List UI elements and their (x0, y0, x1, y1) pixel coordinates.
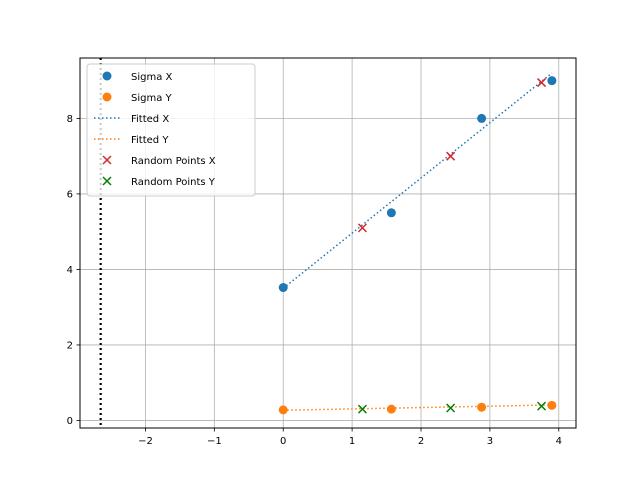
point-random-points-x (537, 78, 547, 88)
legend-handle-sigma-y (102, 92, 112, 102)
legend-handle-random-points-x (102, 155, 112, 165)
point-sigma-x (386, 208, 396, 218)
point-random-points-y-stroke (537, 401, 547, 411)
point-sigma-y (547, 400, 557, 410)
plot-frame (79, 57, 577, 429)
y-tick-label: 2 (67, 340, 73, 351)
point-random-points-x-stroke (537, 78, 547, 88)
legend-handle-random-points-y (102, 176, 112, 186)
point-sigma-x (278, 283, 288, 293)
point-sigma-y (386, 404, 396, 414)
legend-label: Random Points Y (131, 177, 216, 188)
legend-entry-fitted-y: Fitted Y (94, 135, 169, 146)
legend-label: Fitted X (131, 114, 169, 125)
legend-label: Fitted Y (131, 135, 169, 146)
x-tick-label: −1 (207, 436, 222, 447)
series-line-fitted-x (282, 72, 553, 289)
point-sigma-y (278, 405, 288, 415)
point-random-points-y-stroke (446, 403, 456, 413)
legend-label: Random Points X (131, 156, 216, 167)
grid (80, 58, 576, 428)
y-tick-label: 0 (67, 416, 73, 427)
x-tick-label: 4 (556, 436, 562, 447)
x-tick-label: 0 (280, 436, 286, 447)
legend-label: Sigma X (131, 72, 173, 83)
point-random-points-x (357, 223, 367, 233)
x-tick-label: 3 (487, 436, 493, 447)
legend-entry-random-points-x: Random Points X (102, 155, 216, 167)
legend-box (86, 63, 256, 197)
x-tick-label: 1 (349, 436, 355, 447)
series-points (278, 76, 557, 415)
legend-handle-random-points-x-stroke (102, 155, 112, 165)
legend-entry-random-points-y: Random Points Y (102, 176, 216, 188)
point-sigma-x (477, 113, 487, 123)
legend-label: Sigma Y (131, 93, 173, 104)
point-sigma-y (477, 402, 487, 412)
legend-entry-sigma-y: Sigma Y (102, 92, 173, 104)
point-random-points-y-stroke (357, 404, 367, 414)
legend-handle-sigma-x (102, 71, 112, 81)
y-tick-label: 4 (67, 265, 73, 276)
point-random-points-x (446, 151, 456, 161)
x-tick-label: −2 (138, 436, 153, 447)
point-random-points-x-stroke (446, 151, 456, 161)
legend-entry-fitted-x: Fitted X (94, 114, 169, 125)
x-axis: −2 −1 0 1 2 3 4 (138, 428, 562, 447)
point-random-points-y (537, 401, 547, 411)
y-tick-label: 8 (67, 114, 73, 125)
series-lines (282, 72, 553, 412)
y-tick-label: 6 (67, 189, 73, 200)
point-random-points-y (446, 403, 456, 413)
y-axis: 0 2 4 6 8 (67, 114, 80, 427)
legend-entry-sigma-x: Sigma X (102, 71, 173, 83)
legend-handle-random-points-y-stroke (102, 176, 112, 186)
x-tick-label: 2 (418, 436, 424, 447)
series-line-fitted-y (283, 404, 552, 412)
point-random-points-y (357, 404, 367, 414)
legend: Sigma X Sigma Y Fitted X Fitted Y Random Poi… (86, 63, 256, 197)
point-random-points-x-stroke (357, 223, 367, 233)
point-sigma-x (547, 76, 557, 86)
